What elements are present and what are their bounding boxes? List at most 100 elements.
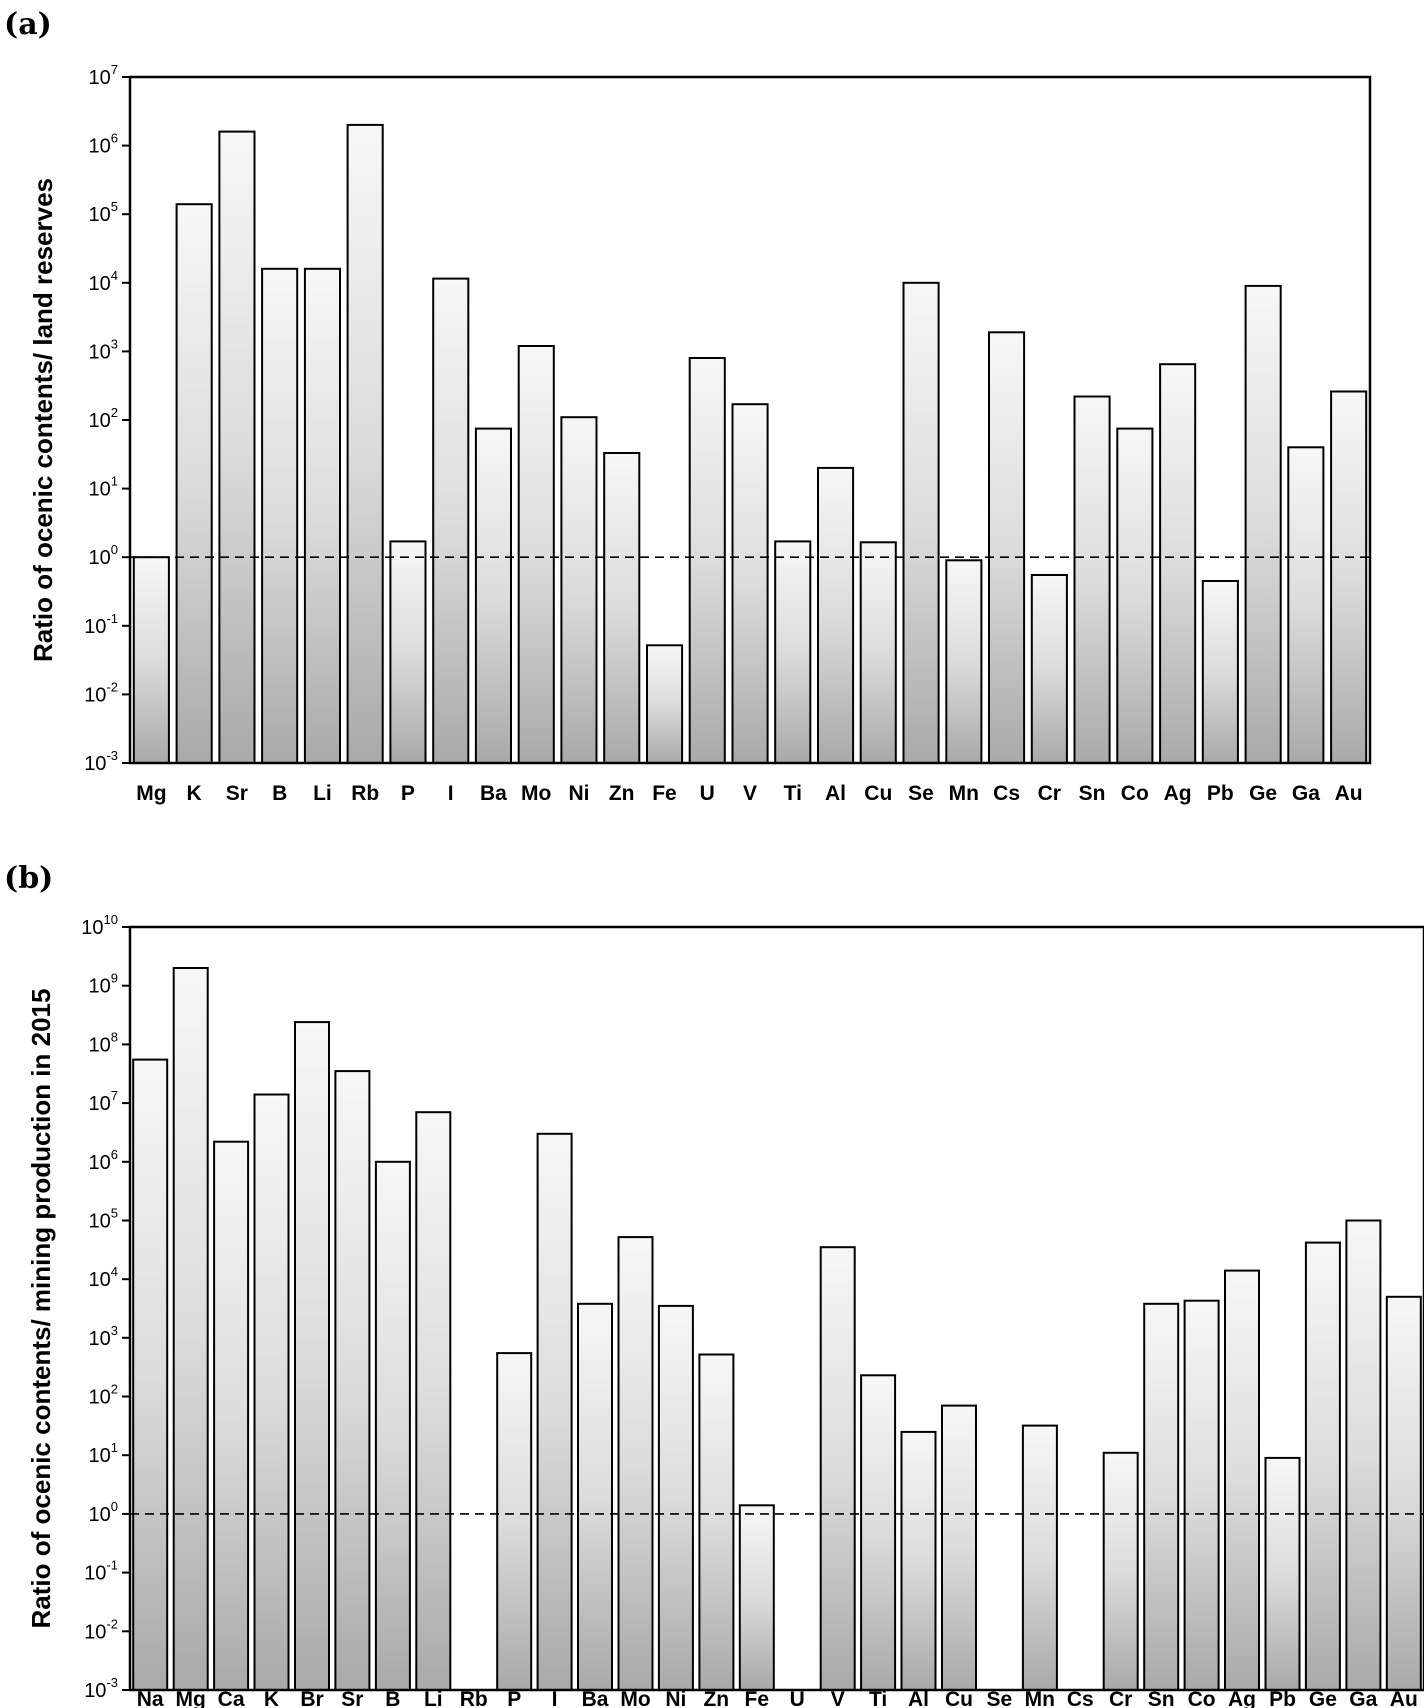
bar-b-B (374, 1160, 411, 1692)
x-tick-label-a-Li: Li (313, 782, 332, 805)
bar-b-Ge (1304, 1241, 1341, 1691)
bar-b-Co (1183, 1299, 1220, 1691)
x-tick-label-b-Fe: Fe (745, 1688, 770, 1708)
x-tick-label-b-Sr: Sr (341, 1688, 363, 1708)
x-tick-label-a-Au: Au (1335, 782, 1363, 805)
x-tick-label-a-Ni: Ni (569, 782, 590, 805)
bar-b-Ni (657, 1304, 694, 1692)
x-tick-label-a-Rb: Rb (351, 782, 379, 805)
x-tick-label-b-K: K (264, 1688, 279, 1708)
x-tick-label-a-Ti: Ti (784, 782, 802, 805)
x-tick-label-b-Br: Br (300, 1688, 323, 1708)
y-tick-label-a--1: 10-1 (84, 611, 118, 638)
x-tick-label-a-Mg: Mg (136, 782, 166, 805)
bar-a-K (175, 203, 213, 764)
x-tick-label-b-Ti: Ti (869, 1688, 887, 1708)
bar-b-V (819, 1246, 856, 1691)
x-tick-label-a-Ag: Ag (1164, 782, 1192, 805)
bar-a-Al (817, 466, 855, 764)
y-axis-label-b: Ratio of ocenic contents/ mining product… (26, 989, 56, 1629)
bar-b-Mo (617, 1236, 654, 1691)
x-tick-label-a-B: B (272, 782, 287, 805)
bar-b-I (536, 1132, 573, 1692)
x-tick-label-a-P: P (401, 782, 415, 805)
x-tick-label-b-Co: Co (1188, 1688, 1216, 1708)
bar-b-Br (294, 1021, 330, 1691)
x-tick-label-a-I: I (448, 782, 454, 805)
y-tick-label-b-8: 108 (89, 1029, 118, 1056)
bar-a-Mo (517, 345, 555, 764)
x-tick-label-b-Mn: Mn (1025, 1688, 1055, 1708)
bar-b-Al (900, 1430, 937, 1692)
y-tick-label-a-0: 100 (89, 542, 118, 569)
x-tick-label-a-Cs: Cs (993, 782, 1020, 805)
bar-b-Au (1385, 1295, 1422, 1692)
bar-b-Ca (213, 1140, 250, 1691)
panel-label-b: (b) (4, 861, 53, 896)
x-tick-label-a-Cu: Cu (864, 782, 892, 805)
bar-a-Ti (774, 540, 812, 765)
bar-a-Ag (1159, 363, 1197, 764)
x-tick-label-b-Rb: Rb (460, 1688, 488, 1708)
x-tick-label-a-Ba: Ba (480, 782, 507, 805)
bar-b-P (496, 1352, 533, 1691)
bar-a-Ba (474, 427, 512, 764)
x-tick-label-a-Mn: Mn (949, 782, 979, 805)
bar-a-Ni (560, 416, 598, 764)
bar-a-Mn (945, 559, 983, 764)
bar-a-Sn (1073, 395, 1111, 764)
y-tick-label-a-5: 105 (89, 199, 118, 226)
bar-b-Sr (334, 1070, 371, 1691)
bar-a-Sr (218, 130, 256, 765)
x-tick-label-a-Ga: Ga (1292, 782, 1320, 805)
y-tick-label-a-1: 101 (89, 474, 118, 501)
bar-a-Zn (603, 452, 641, 764)
x-tick-label-b-Ca: Ca (218, 1688, 245, 1708)
x-tick-label-b-Ge: Ge (1309, 1688, 1337, 1708)
y-tick-label-a-6: 106 (89, 131, 118, 158)
chart-panel-a: (a) Ratio of ocenic contents/ land reserv… (4, 7, 1372, 805)
x-tick-label-a-Co: Co (1121, 782, 1149, 805)
x-tick-label-b-Ba: Ba (582, 1688, 609, 1708)
bar-a-Cs (988, 331, 1026, 764)
y-axis-label-a: Ratio of ocenic contents/ land reserves (28, 178, 58, 662)
bar-a-Fe (646, 644, 684, 764)
x-tick-label-a-Pb: Pb (1207, 782, 1234, 805)
panel-label-a: (a) (4, 7, 52, 42)
x-tick-label-a-Cr: Cr (1038, 782, 1061, 805)
bar-b-Na (132, 1058, 169, 1691)
bar-a-B (261, 267, 299, 764)
x-tick-label-a-Al: Al (825, 782, 846, 805)
x-tick-label-b-Pb: Pb (1269, 1688, 1296, 1708)
bar-b-Ag (1224, 1269, 1260, 1691)
y-tick-label-b-7: 107 (89, 1088, 118, 1115)
y-tick-label-a-3: 103 (89, 336, 118, 363)
y-tick-label-b--3: 10-3 (84, 1675, 118, 1702)
y-tick-label-b-1: 101 (89, 1440, 118, 1467)
bar-b-Ti (860, 1374, 897, 1692)
x-tick-label-b-Cr: Cr (1109, 1688, 1132, 1708)
x-tick-label-a-Ge: Ge (1249, 782, 1277, 805)
x-tick-label-b-Mo: Mo (620, 1688, 650, 1708)
x-tick-label-b-Al: Al (908, 1688, 929, 1708)
bar-a-Au (1330, 390, 1368, 764)
bar-a-V (731, 403, 769, 764)
bar-a-Se (902, 281, 940, 764)
bar-a-Li (303, 267, 341, 764)
y-tick-label-b-10: 1010 (81, 912, 118, 939)
x-tick-label-a-Sr: Sr (226, 782, 248, 805)
bar-a-Pb (1201, 580, 1239, 764)
bar-a-Ge (1244, 284, 1282, 764)
bar-b-K (253, 1093, 290, 1691)
bar-a-I (432, 277, 470, 764)
bar-b-Cu (941, 1404, 977, 1691)
bar-a-P (389, 540, 427, 765)
chart-panel-b: (b) Ratio of ocenic contents/ mining prod… (4, 861, 1424, 1708)
bar-b-Ga (1345, 1219, 1382, 1691)
y-tick-label-b-3: 103 (89, 1323, 118, 1350)
x-tick-label-a-K: K (187, 782, 202, 805)
x-tick-label-b-P: P (507, 1688, 521, 1708)
y-tick-label-a--2: 10-2 (84, 679, 118, 706)
bar-b-Ba (577, 1302, 613, 1692)
y-tick-label-a-4: 104 (89, 268, 118, 295)
